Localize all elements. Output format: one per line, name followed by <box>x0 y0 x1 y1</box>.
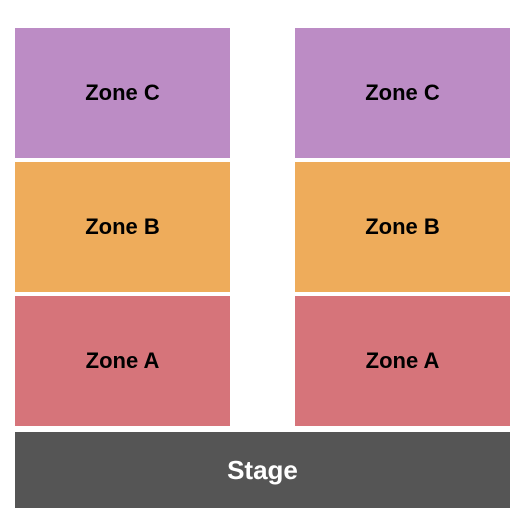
zone-label: Zone A <box>366 348 440 374</box>
zone-label: Zone C <box>85 80 160 106</box>
zone-a-left[interactable]: Zone A <box>15 296 230 426</box>
zone-b-right[interactable]: Zone B <box>295 162 510 292</box>
zone-label: Zone B <box>365 214 440 240</box>
zone-c-left[interactable]: Zone C <box>15 28 230 158</box>
stage-label: Stage <box>227 455 298 486</box>
zone-a-right[interactable]: Zone A <box>295 296 510 426</box>
seating-chart: Zone C Zone C Zone B Zone B Zone A Zone … <box>0 0 525 525</box>
zone-b-left[interactable]: Zone B <box>15 162 230 292</box>
zone-label: Zone B <box>85 214 160 240</box>
stage: Stage <box>15 432 510 508</box>
zone-label: Zone C <box>365 80 440 106</box>
zone-label: Zone A <box>86 348 160 374</box>
zone-c-right[interactable]: Zone C <box>295 28 510 158</box>
